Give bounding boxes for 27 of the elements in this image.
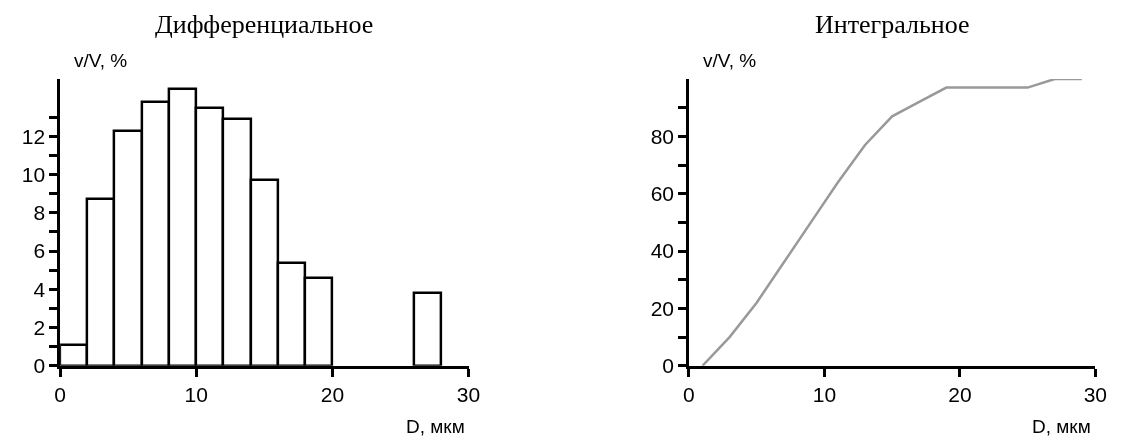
y-tick-label: 8 <box>33 201 46 225</box>
y-tick-label: 20 <box>650 296 674 320</box>
line-series <box>701 79 1084 366</box>
x-tick-label: 20 <box>948 382 972 406</box>
y-tick-label: 0 <box>662 354 674 378</box>
y-tick-label: 6 <box>33 239 46 263</box>
y-tick-label: 40 <box>650 239 674 263</box>
x-tick-label: 0 <box>683 382 695 406</box>
x-tick-label: 10 <box>184 382 208 406</box>
y-tick-label: 12 <box>21 124 46 148</box>
y-tick-label: 60 <box>650 182 674 206</box>
x-tick-label: 0 <box>54 382 66 406</box>
x-tick-label: 30 <box>1083 382 1108 406</box>
y-tick-label: 0 <box>33 354 46 378</box>
chart-title: Интегральное <box>815 10 970 39</box>
y-tick-label: 80 <box>650 124 674 148</box>
chart-title: Дифференциальное <box>155 10 374 39</box>
x-tick-label: 30 <box>456 382 481 406</box>
x-axis-title: D, мкм <box>406 416 465 437</box>
y-axis-title: v/V, % <box>703 50 757 71</box>
x-tick-label: 10 <box>812 382 837 406</box>
x-tick-label: 20 <box>320 382 345 406</box>
x-axis-title: D, мкм <box>1032 416 1091 437</box>
y-axis-title: v/V, % <box>74 50 128 71</box>
y-tick-label: 4 <box>33 277 46 301</box>
y-tick-label: 10 <box>21 162 46 186</box>
y-tick-label: 2 <box>33 315 46 339</box>
